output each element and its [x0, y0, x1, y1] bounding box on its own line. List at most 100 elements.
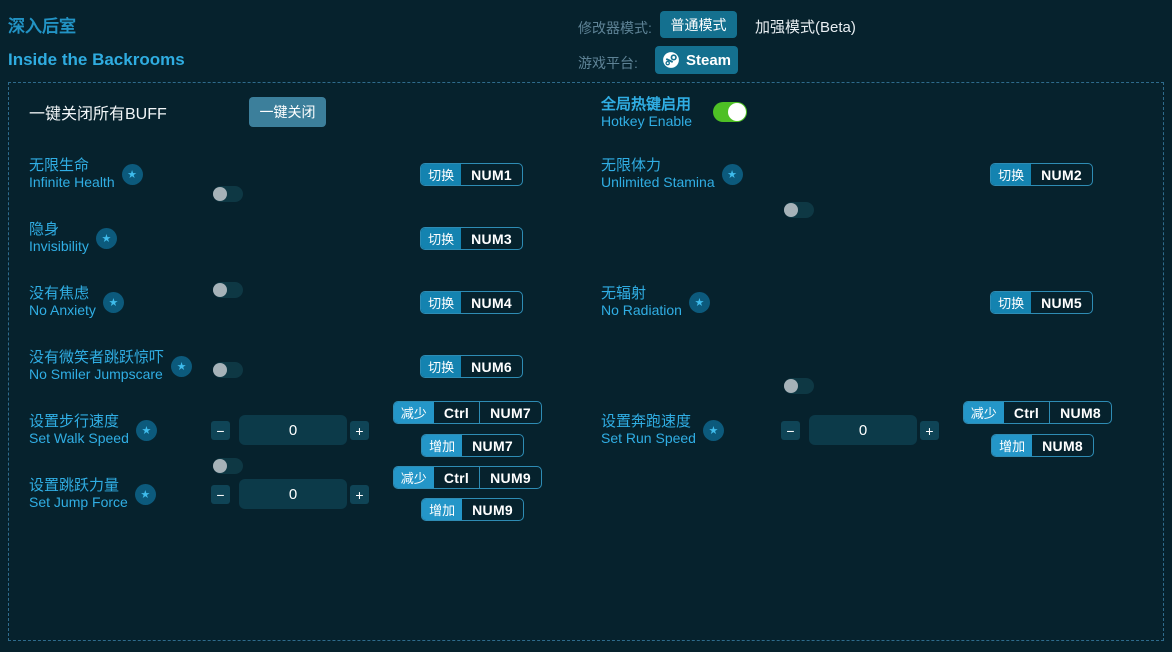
hotkey-action: 增加: [422, 499, 463, 520]
feature-label-no-smiler-jumpscare: 没有微笑者跳跃惊吓 No Smiler Jumpscare ★: [29, 346, 193, 386]
star-badge-icon: ★: [121, 163, 143, 185]
hotkey-enable-label-zh: 全局热键启用: [601, 96, 692, 113]
feature-label-en: No Anxiety: [29, 302, 96, 318]
hotkey-action: 减少: [963, 402, 1004, 423]
toggle-no-anxiety[interactable]: [213, 362, 243, 378]
platform-label: 游戏平台:: [578, 55, 638, 71]
hotkey-infinite-health[interactable]: 切换 NUM1: [420, 163, 523, 186]
run-speed-value-field[interactable]: 0: [809, 415, 917, 445]
steam-icon: [662, 51, 680, 69]
star-badge-icon: ★: [702, 419, 724, 441]
walk-speed-increment-button[interactable]: +: [350, 421, 369, 440]
hotkey-walk-speed-decrease[interactable]: 减少 Ctrl NUM7: [392, 401, 542, 424]
jump-force-increment-button[interactable]: +: [350, 485, 369, 504]
feature-label-en: Invisibility: [29, 238, 89, 254]
jump-force-decrement-button[interactable]: −: [211, 485, 230, 504]
toggle-knob: [213, 187, 227, 201]
feature-label-set-run-speed: 设置奔跑速度 Set Run Speed ★: [601, 410, 724, 450]
star-badge-icon: ★: [95, 227, 117, 249]
star-badge-icon: ★: [688, 291, 710, 313]
hotkey-modifier: Ctrl: [1013, 404, 1040, 421]
feature-label-en: Set Walk Speed: [29, 430, 129, 446]
hotkey-key: NUM2: [1041, 166, 1082, 183]
hotkey-enable-label-en: Hotkey Enable: [601, 113, 693, 129]
feature-label-set-walk-speed: 设置步行速度 Set Walk Speed ★: [29, 410, 157, 450]
steam-platform-button[interactable]: Steam: [655, 46, 738, 74]
hotkey-action: 增加: [992, 435, 1033, 456]
feature-label-en: Set Jump Force: [29, 494, 128, 510]
star-badge-icon: ★: [171, 355, 193, 377]
run-speed-decrement-button[interactable]: −: [781, 421, 800, 440]
hotkey-action: 减少: [393, 402, 434, 423]
walk-speed-decrement-button[interactable]: −: [211, 421, 230, 440]
hotkey-walk-speed-increase[interactable]: 增加 NUM7: [421, 434, 524, 457]
hotkey-key: NUM1: [471, 166, 512, 183]
feature-label-invisibility: 隐身 Invisibility ★: [29, 218, 117, 258]
feature-label-unlimited-stamina: 无限体力 Unlimited Stamina ★: [601, 154, 743, 194]
hotkey-invisibility[interactable]: 切换 NUM3: [420, 227, 523, 250]
feature-label-en: No Smiler Jumpscare: [29, 366, 163, 382]
feature-label-en: No Radiation: [601, 302, 682, 318]
hotkey-key: NUM8: [1049, 402, 1111, 423]
hotkey-key: NUM9: [479, 467, 541, 488]
toggle-no-smiler-jumpscare[interactable]: [213, 458, 243, 474]
walk-speed-value-field[interactable]: 0: [239, 415, 347, 445]
run-speed-increment-button[interactable]: +: [920, 421, 939, 440]
feature-label-zh: 没有微笑者跳跃惊吓: [29, 349, 165, 366]
hotkey-action: 切换: [421, 228, 462, 249]
app-title-en: Inside the Backrooms: [8, 50, 185, 69]
hotkey-enable-label: 全局热键启用 Hotkey Enable: [601, 93, 692, 133]
hotkey-key: NUM9: [472, 501, 513, 518]
feature-label-en: Infinite Health: [29, 174, 115, 190]
toggle-infinite-health[interactable]: [213, 186, 243, 202]
mode-enhanced-option[interactable]: 加强模式(Beta): [755, 19, 856, 36]
toggle-knob: [784, 379, 798, 393]
hotkey-key: NUM7: [472, 437, 513, 454]
hotkey-key: NUM5: [1041, 294, 1082, 311]
star-badge-icon: ★: [134, 483, 156, 505]
hotkey-action: 切换: [421, 292, 462, 313]
close-all-buff-label: 一键关闭所有BUFF: [29, 106, 167, 123]
hotkey-key: NUM3: [471, 230, 512, 247]
feature-label-zh: 没有焦虑: [29, 285, 90, 302]
toggle-invisibility[interactable]: [213, 282, 243, 298]
hotkey-run-speed-increase[interactable]: 增加 NUM8: [991, 434, 1094, 457]
star-badge-icon: ★: [135, 419, 157, 441]
mode-label: 修改器模式:: [578, 20, 652, 36]
header: 深入后室 Inside the Backrooms 修改器模式: 普通模式 加强…: [0, 0, 1172, 82]
close-all-buff-button[interactable]: 一键关闭: [249, 97, 326, 127]
hotkey-action: 切换: [991, 164, 1032, 185]
hotkey-no-anxiety[interactable]: 切换 NUM4: [420, 291, 523, 314]
feature-label-no-radiation: 无辐射 No Radiation ★: [601, 282, 710, 322]
feature-label-zh: 设置跳跃力量: [29, 477, 120, 494]
hotkey-key: NUM4: [471, 294, 512, 311]
toggle-knob: [213, 283, 227, 297]
star-badge-icon: ★: [102, 291, 124, 313]
feature-label-zh: 设置奔跑速度: [601, 413, 692, 430]
steam-button-label: Steam: [685, 51, 732, 69]
feature-label-zh: 隐身: [29, 221, 60, 238]
hotkey-key: NUM7: [479, 402, 541, 423]
hotkey-no-smiler-jumpscare[interactable]: 切换 NUM6: [420, 355, 523, 378]
mode-normal-button[interactable]: 普通模式: [660, 11, 737, 38]
toggle-unlimited-stamina[interactable]: [784, 202, 814, 218]
feature-label-no-anxiety: 没有焦虑 No Anxiety ★: [29, 282, 124, 322]
feature-label-zh: 设置步行速度: [29, 413, 120, 430]
hotkey-enable-toggle[interactable]: [713, 102, 747, 122]
jump-force-value-field[interactable]: 0: [239, 479, 347, 509]
feature-label-infinite-health: 无限生命 Infinite Health ★: [29, 154, 143, 194]
hotkey-key: NUM8: [1042, 437, 1083, 454]
hotkey-unlimited-stamina[interactable]: 切换 NUM2: [990, 163, 1093, 186]
hotkey-action: 切换: [421, 164, 462, 185]
feature-label-en: Set Run Speed: [601, 430, 696, 446]
hotkey-action: 切换: [991, 292, 1032, 313]
hotkey-jump-force-decrease[interactable]: 减少 Ctrl NUM9: [392, 466, 542, 489]
hotkey-no-radiation[interactable]: 切换 NUM5: [990, 291, 1093, 314]
hotkey-modifier: Ctrl: [443, 469, 470, 486]
toggle-no-radiation[interactable]: [784, 378, 814, 394]
cheats-panel: 一键关闭所有BUFF 一键关闭 全局热键启用 Hotkey Enable 无限生…: [8, 82, 1164, 641]
hotkey-action: 减少: [393, 467, 434, 488]
hotkey-jump-force-increase[interactable]: 增加 NUM9: [421, 498, 524, 521]
feature-label-zh: 无限生命: [29, 157, 90, 174]
hotkey-run-speed-decrease[interactable]: 减少 Ctrl NUM8: [962, 401, 1112, 424]
